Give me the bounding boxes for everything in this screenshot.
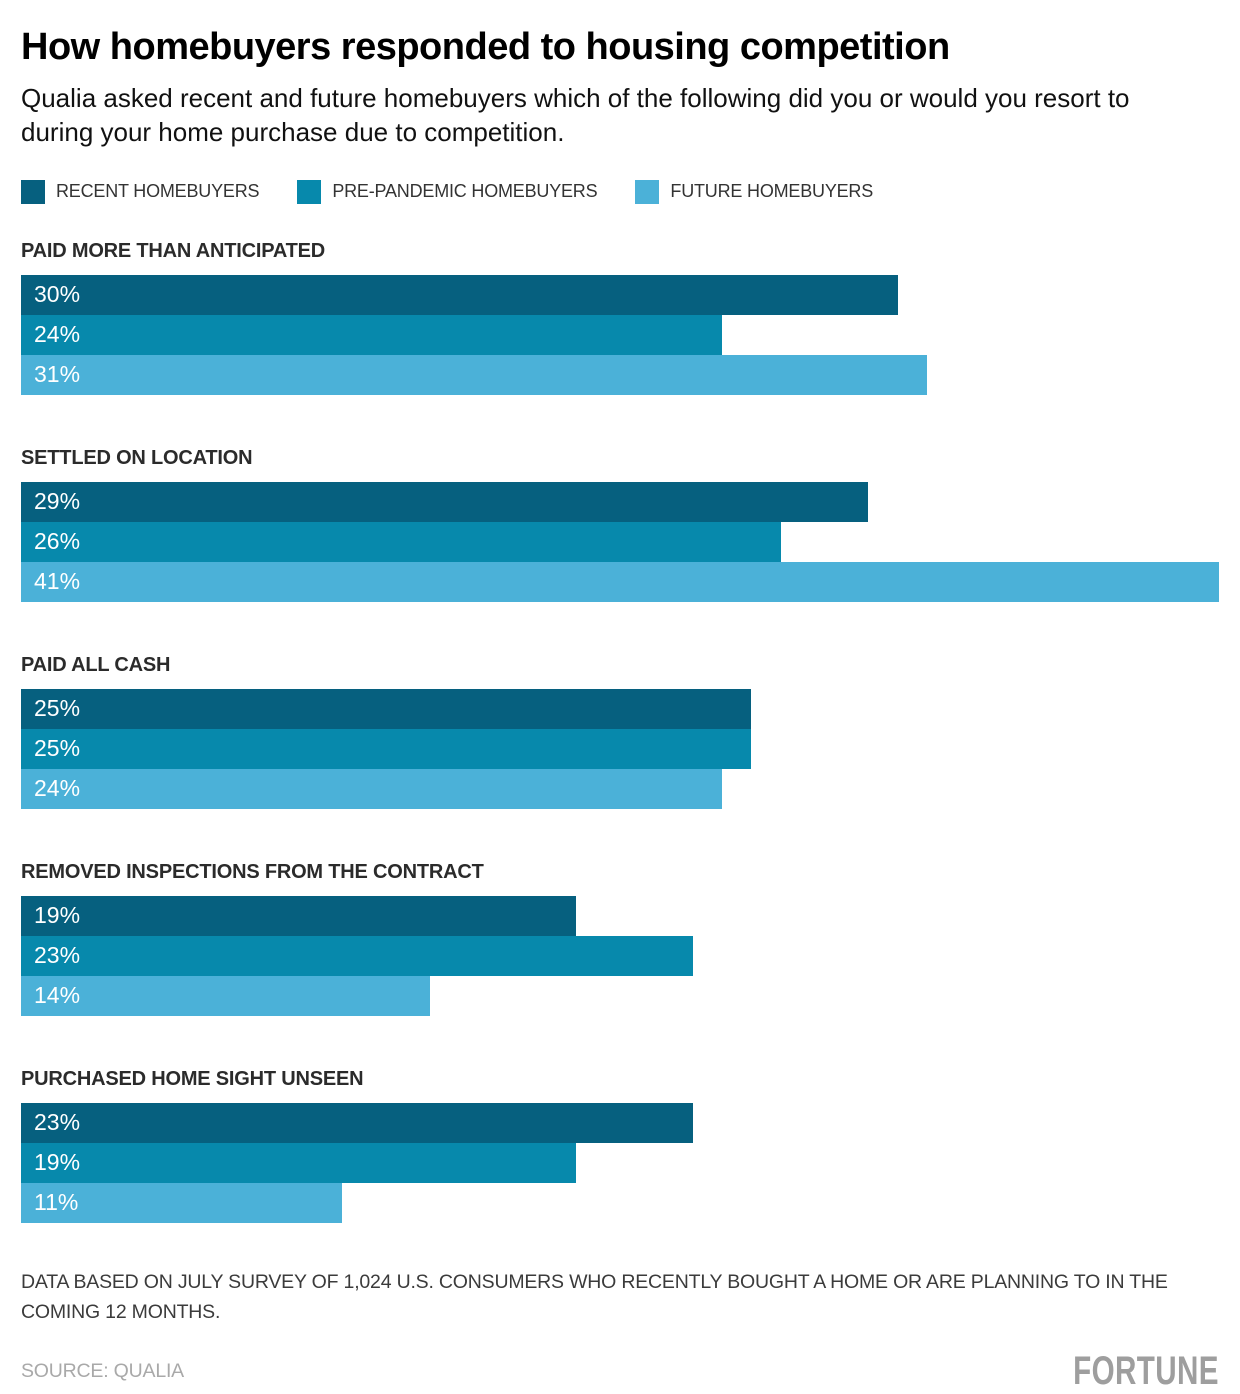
bar-value-label: 14% [34,982,81,1009]
bar-recent-homebuyers: 19% [21,895,577,936]
category-label: SETTLED ON LOCATION [21,446,253,469]
bar-value-label: 11% [34,1189,79,1216]
bar-future-homebuyers: 14% [21,975,431,1016]
legend-label: FUTURE HOMEBUYERS [670,181,874,202]
legend-item: PRE-PANDEMIC HOMEBUYERS [297,179,598,204]
category-group: REMOVED INSPECTIONS FROM THE CONTRACT 19%… [21,861,1219,1016]
category-group: SETTLED ON LOCATION 29% 26% 41% [21,447,1219,602]
footer: SOURCE: QUALIA FORTUNE [21,1349,1219,1394]
bar-pre-pandemic-homebuyers: 23% [21,935,694,976]
bar-value-label: 31% [34,361,81,388]
bar-pre-pandemic-homebuyers: 26% [21,521,781,562]
legend-label: PRE-PANDEMIC HOMEBUYERS [332,181,598,202]
legend: RECENT HOMEBUYERS PRE-PANDEMIC HOMEBUYERS… [21,179,1219,204]
footnote: DATA BASED ON JULY SURVEY OF 1,024 U.S. … [21,1270,1168,1323]
bar-future-homebuyers: 31% [21,354,927,395]
chart-title: How homebuyers responded to housing comp… [21,26,950,68]
legend-label: RECENT HOMEBUYERS [56,181,260,202]
category-label: REMOVED INSPECTIONS FROM THE CONTRACT [21,860,484,883]
bar-pre-pandemic-homebuyers: 25% [21,728,752,769]
legend-item: FUTURE HOMEBUYERS [635,179,874,204]
bar-value-label: 19% [34,902,81,929]
bar-pre-pandemic-homebuyers: 24% [21,314,723,355]
bar-value-label: 30% [34,281,81,308]
bar-recent-homebuyers: 30% [21,274,898,315]
legend-swatch-icon [297,179,322,204]
bar-future-homebuyers: 24% [21,768,723,809]
bar-pre-pandemic-homebuyers: 19% [21,1142,577,1183]
bar-value-label: 23% [34,942,81,969]
bar-recent-homebuyers: 23% [21,1102,694,1143]
category-group: PURCHASED HOME SIGHT UNSEEN 23% 19% 11% [21,1068,1219,1223]
bar-value-label: 29% [34,488,81,515]
bar-future-homebuyers: 11% [21,1182,343,1223]
category-label: PAID MORE THAN ANTICIPATED [21,239,326,262]
bar-chart: PAID MORE THAN ANTICIPATED 30% 24% 31% SETTL… [21,240,1219,1223]
fortune-logo: FORTUNE [1073,1349,1219,1394]
bar-value-label: 24% [34,321,81,348]
legend-item: RECENT HOMEBUYERS [21,179,260,204]
category-group: PAID MORE THAN ANTICIPATED 30% 24% 31% [21,240,1219,395]
bar-recent-homebuyers: 25% [21,688,752,729]
bar-value-label: 26% [34,528,81,555]
category-group: PAID ALL CASH 25% 25% 24% [21,654,1219,809]
bar-value-label: 25% [34,735,81,762]
bar-value-label: 25% [34,695,81,722]
bar-value-label: 19% [34,1149,81,1176]
legend-swatch-icon [635,179,660,204]
chart-subtitle: Qualia asked recent and future homebuyer… [21,83,1130,147]
bar-value-label: 24% [34,775,81,802]
category-label: PURCHASED HOME SIGHT UNSEEN [21,1067,364,1090]
category-label: PAID ALL CASH [21,653,171,676]
bar-recent-homebuyers: 29% [21,481,869,522]
bar-future-homebuyers: 41% [21,561,1219,602]
legend-swatch-icon [21,179,45,204]
source-credit: SOURCE: QUALIA [21,1360,184,1383]
bar-value-label: 41% [34,568,81,595]
bar-value-label: 23% [34,1109,81,1136]
